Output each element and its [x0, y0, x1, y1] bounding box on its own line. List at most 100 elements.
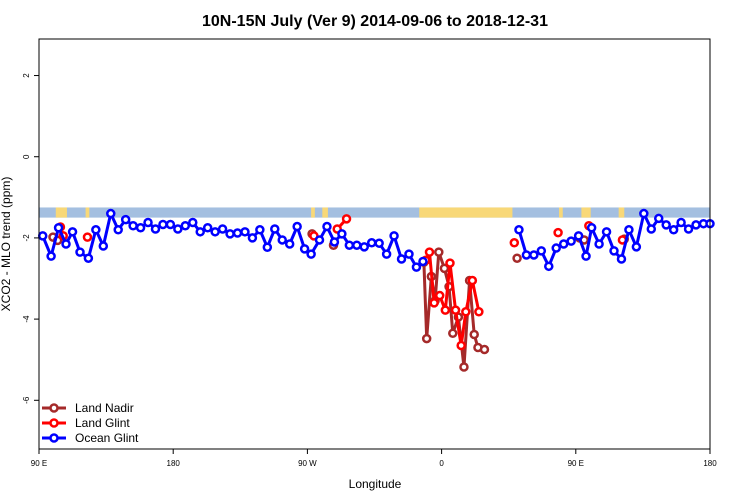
data-point [344, 240, 355, 250]
band-land [419, 207, 513, 218]
data-point [341, 214, 352, 224]
data-point [421, 333, 432, 344]
data-point [396, 254, 407, 264]
band-land [85, 207, 90, 218]
data-point [306, 249, 316, 259]
chart-title: 10N-15N July (Ver 9) 2014-09-06 to 2018-… [202, 13, 548, 30]
legend-swatch-point [49, 418, 59, 428]
data-point [514, 225, 524, 235]
plot-series [37, 208, 715, 372]
data-point [450, 305, 461, 315]
data-point [337, 229, 347, 239]
data-point [37, 231, 48, 241]
data-point [314, 235, 325, 245]
y-tick-label: -4 [22, 315, 31, 323]
data-point [434, 247, 444, 257]
band-land [559, 207, 563, 218]
plot-frame [38, 38, 711, 450]
y-axis-label: XCO2 - MLO trend (ppm) [0, 177, 13, 312]
data-point [429, 298, 439, 308]
data-point [631, 242, 642, 252]
data-point [536, 246, 547, 256]
data-point [113, 225, 123, 235]
series-line [41, 212, 424, 269]
data-point [439, 263, 450, 274]
data-point [195, 227, 205, 237]
data-point [277, 235, 287, 245]
data-point [521, 250, 532, 260]
data-point [609, 246, 619, 256]
legend-label: Land Nadir [75, 401, 134, 415]
x-tick-label: 90 E [31, 459, 47, 468]
data-point [359, 242, 369, 252]
data-point [106, 208, 116, 219]
series-ocean-glint [37, 208, 715, 272]
data-point [232, 228, 243, 238]
data-point [75, 247, 85, 257]
data-point [165, 219, 176, 230]
data-point [616, 254, 627, 264]
x-tick-label: 0 [439, 459, 444, 468]
data-point [639, 208, 649, 219]
data-point [434, 290, 445, 301]
data-point [188, 217, 198, 228]
x-axis-label: Longitude [349, 477, 402, 491]
data-point [225, 229, 235, 239]
data-point [299, 244, 310, 254]
y-tick-label: -6 [22, 396, 31, 404]
data-point [418, 256, 428, 267]
legend-swatch-point [49, 403, 59, 413]
data-point [150, 224, 161, 234]
data-point [262, 242, 273, 252]
data-point [404, 249, 414, 259]
y-axis-ticks: -6 -4 -2 0 2 [22, 73, 39, 404]
data-point [352, 240, 362, 250]
legend-label: Ocean Glint [75, 431, 139, 445]
data-point [173, 224, 183, 234]
data-point [448, 328, 458, 339]
data-point [512, 253, 522, 263]
data-point [456, 340, 466, 351]
legend-swatch-point [49, 433, 59, 443]
data-point [668, 225, 679, 235]
data-point [120, 214, 131, 225]
data-point [566, 236, 576, 246]
data-point [240, 227, 250, 237]
data-point [83, 253, 94, 263]
y-tick-label: 2 [22, 73, 31, 78]
data-point [661, 220, 671, 230]
x-tick-label: 180 [703, 459, 717, 468]
data-point [158, 219, 168, 230]
data-point [509, 238, 520, 248]
data-point [469, 329, 479, 340]
data-point [594, 239, 604, 249]
data-point [646, 224, 657, 234]
data-point [459, 362, 469, 372]
data-point [411, 262, 422, 272]
data-point [61, 239, 71, 249]
data-point [653, 213, 664, 224]
data-point [374, 238, 384, 248]
data-point [135, 223, 146, 233]
data-point [676, 217, 686, 228]
band-land [618, 207, 625, 218]
data-point [544, 261, 554, 272]
data-point [53, 223, 64, 233]
data-point [91, 225, 101, 235]
data-point [284, 239, 295, 249]
data-point [573, 231, 584, 241]
data-point [683, 224, 694, 234]
legend-item: Land Nadir [42, 401, 134, 415]
data-point [67, 227, 78, 237]
band-land [322, 207, 328, 218]
data-point [98, 241, 109, 251]
x-tick-label: 90 E [568, 459, 584, 468]
band-land [311, 207, 315, 218]
data-point [46, 251, 56, 261]
data-point [217, 224, 228, 234]
y-tick-label: 0 [22, 154, 31, 159]
legend-item: Ocean Glint [42, 431, 139, 445]
data-point [440, 305, 451, 315]
data-point [255, 225, 265, 235]
